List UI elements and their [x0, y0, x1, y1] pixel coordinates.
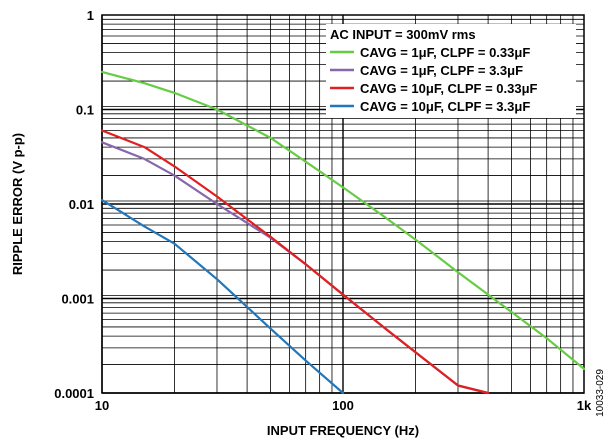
tick-labels: 10 100 1k 1 0.1 0.01 0.001 0.0001 — [54, 8, 592, 413]
y-tick-label: 1 — [87, 8, 94, 23]
legend-entry: CAVG = 10μF, CLPF = 3.3μF — [360, 99, 530, 114]
series-line — [100, 70, 586, 370]
legend-title: AC INPUT = 300mV rms — [330, 27, 476, 42]
x-axis-title: INPUT FREQUENCY (Hz) — [267, 423, 419, 438]
series-lines — [100, 70, 586, 395]
legend-entry: CAVG = 1μF, CLPF = 0.33μF — [360, 45, 530, 60]
y-tick-label: 0.0001 — [54, 386, 94, 401]
figure-id: 10033-029 — [595, 369, 606, 417]
x-tick-label: 10 — [95, 398, 109, 413]
legend-entry: CAVG = 10μF, CLPF = 0.33μF — [360, 81, 538, 96]
y-tick-label: 0.1 — [76, 103, 94, 118]
y-axis-title: RIPPLE ERROR (V p-p) — [10, 133, 25, 275]
x-tick-label: 1k — [577, 398, 592, 413]
y-tick-label: 0.001 — [61, 292, 94, 307]
legend-entry: CAVG = 1μF, CLPF = 3.3μF — [360, 63, 523, 78]
series-line — [100, 141, 490, 395]
x-tick-label: 100 — [332, 398, 354, 413]
series-line — [100, 199, 345, 395]
legend-box — [326, 24, 576, 118]
y-tick-label: 0.01 — [69, 197, 94, 212]
legend: AC INPUT = 300mV rms CAVG = 1μF, CLPF = … — [326, 24, 576, 118]
series-line — [100, 129, 490, 395]
